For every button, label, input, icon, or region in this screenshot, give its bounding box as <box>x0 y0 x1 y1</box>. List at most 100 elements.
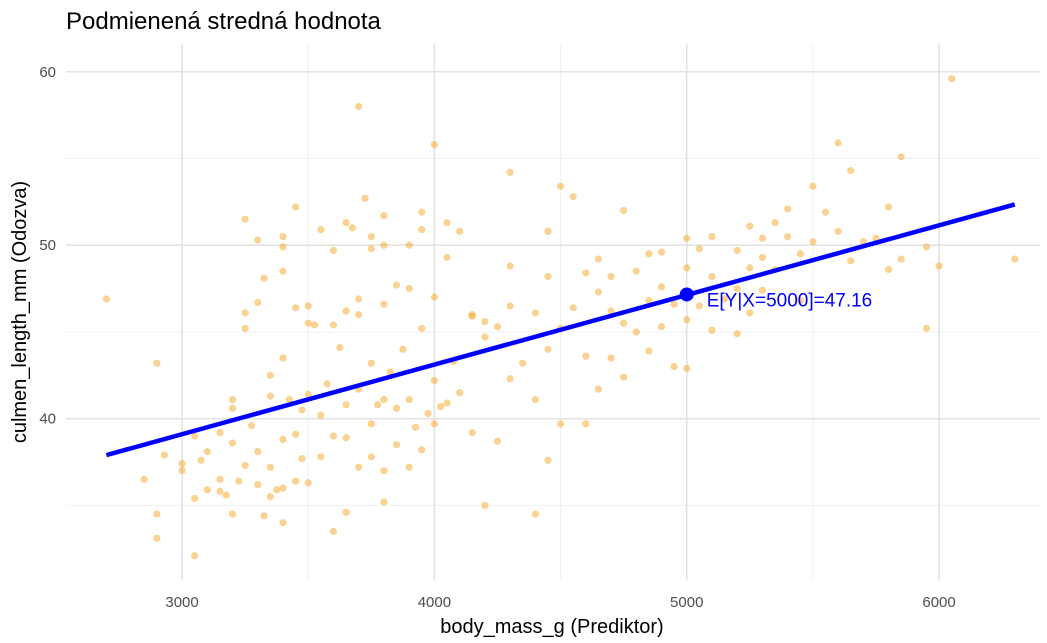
data-point <box>329 527 338 536</box>
data-point <box>594 385 603 393</box>
grid <box>66 44 1040 580</box>
data-point <box>228 404 237 412</box>
data-point <box>367 359 375 367</box>
data-point <box>746 222 754 230</box>
data-point <box>544 456 552 464</box>
data-point <box>266 493 274 501</box>
data-point <box>443 253 451 261</box>
data-point <box>758 286 767 294</box>
data-point <box>285 395 293 404</box>
data-point <box>355 102 363 111</box>
data-point <box>418 226 426 234</box>
data-point <box>254 480 262 489</box>
data-point <box>443 219 451 227</box>
chart-title: Podmienená stredná hodnota <box>66 8 382 35</box>
data-point <box>885 203 893 211</box>
data-point <box>885 265 893 274</box>
data-point <box>544 345 552 353</box>
data-point <box>708 272 716 281</box>
data-point <box>620 373 628 381</box>
data-point <box>922 243 931 251</box>
data-point <box>380 212 388 220</box>
data-point <box>203 448 211 456</box>
data-point <box>361 194 369 202</box>
data-point <box>456 227 464 235</box>
data-point <box>367 245 375 253</box>
data-point <box>607 354 615 362</box>
data-point <box>392 441 401 449</box>
data-point <box>796 250 804 258</box>
data-point <box>733 330 741 338</box>
y-tick-label: 60 <box>39 64 56 81</box>
data-point <box>569 193 577 201</box>
data-point <box>506 168 514 176</box>
data-point <box>317 226 325 234</box>
data-point <box>102 295 110 303</box>
data-point <box>298 406 306 414</box>
data-point <box>796 297 804 305</box>
data-point <box>430 376 439 385</box>
data-point <box>304 479 312 487</box>
data-point <box>241 461 249 470</box>
data-point <box>374 401 382 409</box>
data-point <box>266 463 274 471</box>
data-point <box>380 241 388 249</box>
data-point <box>247 422 256 430</box>
data-point <box>922 324 931 333</box>
data-point <box>620 206 628 215</box>
data-point <box>329 432 338 440</box>
data-point <box>342 401 350 409</box>
data-point <box>266 371 274 379</box>
data-point <box>292 477 300 485</box>
data-point <box>405 463 413 471</box>
data-point <box>292 203 300 211</box>
data-point <box>657 248 666 256</box>
data-point <box>342 434 350 442</box>
data-point <box>897 153 905 161</box>
data-point <box>424 409 432 418</box>
data-point <box>683 316 691 324</box>
data-point <box>746 264 754 272</box>
data-point <box>531 309 539 317</box>
data-point <box>683 234 691 242</box>
data-point <box>153 510 161 518</box>
data-point <box>670 363 678 371</box>
data-point <box>197 456 205 464</box>
data-point <box>178 460 186 468</box>
data-point <box>582 269 590 277</box>
data-point <box>254 448 262 456</box>
data-point <box>556 420 565 428</box>
x-tick-label: 6000 <box>922 594 955 611</box>
x-tick-label: 4000 <box>418 594 451 611</box>
data-point <box>178 467 186 475</box>
data-point <box>405 241 413 249</box>
data-point <box>317 411 325 419</box>
data-point <box>380 498 388 506</box>
data-point <box>241 215 249 223</box>
data-points <box>102 75 1019 560</box>
data-point <box>336 343 344 352</box>
data-point <box>140 475 148 483</box>
data-point <box>758 234 767 242</box>
data-point <box>809 238 817 246</box>
data-point <box>342 508 350 516</box>
data-point <box>948 75 956 83</box>
data-point <box>228 439 237 447</box>
data-point <box>847 167 855 175</box>
data-point <box>411 423 420 431</box>
data-point <box>506 262 514 270</box>
data-point <box>329 321 338 329</box>
data-point <box>355 463 363 471</box>
data-point <box>758 253 767 261</box>
data-point <box>935 262 943 270</box>
x-tick-label: 3000 <box>165 594 198 611</box>
data-point <box>657 283 666 291</box>
data-point <box>191 552 199 560</box>
data-point <box>392 281 401 289</box>
data-point <box>746 309 754 317</box>
data-point <box>292 304 300 312</box>
data-point <box>367 420 375 428</box>
data-point <box>594 288 603 296</box>
highlight-point <box>679 287 694 302</box>
